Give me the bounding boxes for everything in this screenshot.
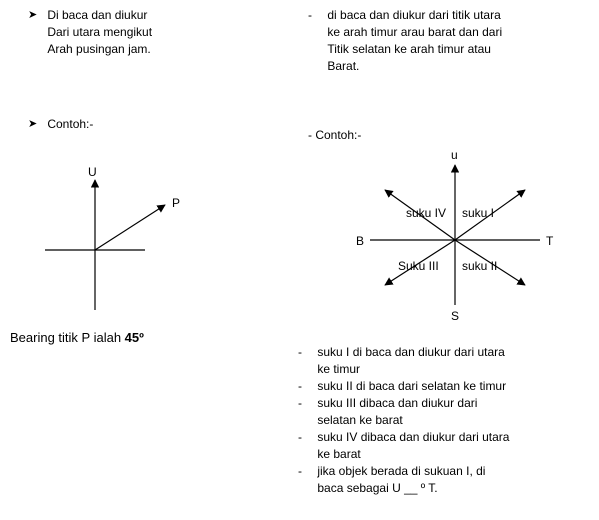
right-contoh-label: - Contoh:- [308,128,361,142]
right-column: - di baca dan diukur dari titik utara ke… [308,8,588,76]
label-q4: suku IV [406,206,446,220]
label-t: T [546,234,554,248]
label-p: P [172,196,180,210]
dash-bullet-icon: - [298,430,314,444]
li-3b: selatan ke barat [317,413,567,428]
right-b1-line2: ke arah timur arau barat dan dari [327,25,582,40]
label-q2: suku II [462,259,497,273]
quadrant-svg: u S B T suku I suku II Suku III suku IV [330,145,580,325]
li-5a: jika objek berada di sukuan I, di [317,464,567,479]
left-column: ➤ Di baca dan diukur Dari utara mengikut… [28,8,278,134]
left-bullet1: ➤ Di baca dan diukur [28,8,278,23]
dash-bullet-icon: - [298,345,314,359]
left-b1-line1: Di baca dan diukur [47,8,277,23]
dash-bullet-icon: - [308,8,324,22]
bearing-text-val: 45º [125,330,144,345]
label-q1: suku I [462,206,494,220]
li-3a: suku III dibaca dan diukur dari [317,396,567,411]
li-5b: baca sebagai U __ º T. [317,481,567,496]
dash-bullet-icon: - [298,396,314,410]
bearing-caption: Bearing titik P ialah 45º [10,330,144,345]
left-contoh-label: Contoh:- [47,117,277,132]
quadrant-diagram: u S B T suku I suku II Suku III suku IV [330,145,580,325]
label-q3: Suku III [398,259,439,273]
label-u: U [88,165,97,179]
li-2: suku II di baca dari selatan ke timur [317,379,567,394]
bearing-text-pre: Bearing titik P ialah [10,330,125,345]
right-b1-line4: Barat. [327,59,582,74]
label-s: S [451,309,459,323]
bearing-svg: U P [30,160,210,320]
left-contoh: ➤ Contoh:- [28,117,278,132]
left-b1-line3: Arah pusingan jam. [47,42,277,57]
dash-bullet-icon: - [298,464,314,478]
arrow-bullet-icon: ➤ [28,8,44,22]
label-u-top: u [451,148,458,162]
right-bullet1: - di baca dan diukur dari titik utara [308,8,588,23]
bearing-diagram: U P [30,160,210,320]
label-b: B [356,234,364,248]
right-b1-line3: Titik selatan ke arah timur atau [327,42,582,57]
dash-bullet-icon: - [298,379,314,393]
li-1b: ke timur [317,362,567,377]
li-1a: suku I di baca dan diukur dari utara [317,345,567,360]
right-b1-line1: di baca dan diukur dari titik utara [327,8,582,23]
arrow-bullet-icon: ➤ [28,117,44,131]
left-b1-line2: Dari utara mengikut [47,25,277,40]
li-4b: ke barat [317,447,567,462]
quadrant-list: - suku I di baca dan diukur dari utara k… [298,345,588,498]
li-4a: suku IV dibaca dan diukur dari utara [317,430,567,445]
